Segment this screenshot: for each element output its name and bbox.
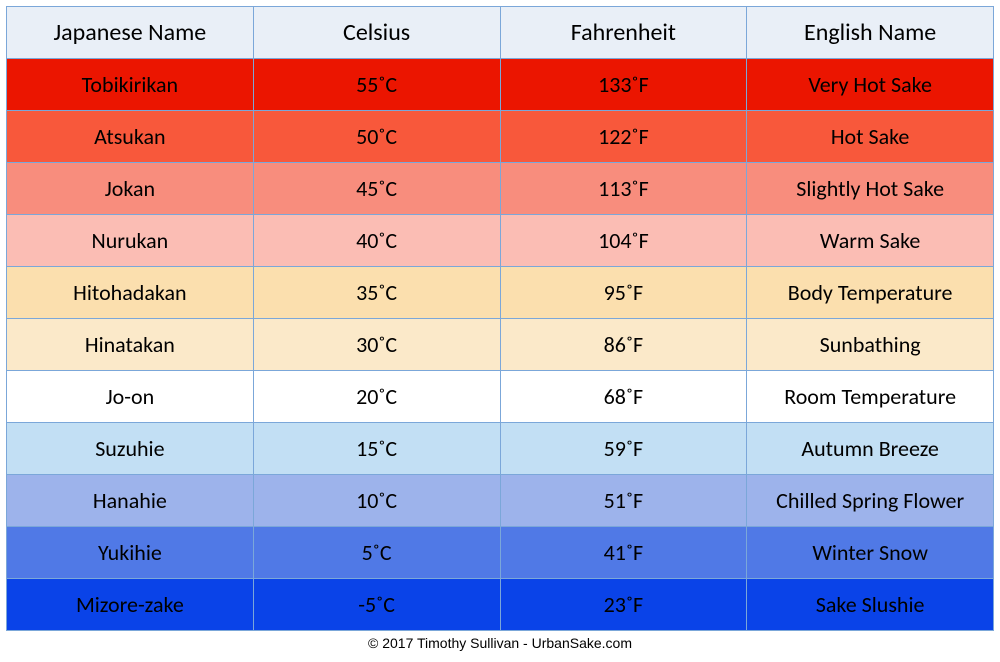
table-row: Hanahie10˚C51˚FChilled Spring Flower	[7, 475, 994, 527]
table-row: Hitohadakan35˚C95˚FBody Temperature	[7, 267, 994, 319]
cell-fahrenheit: 133˚F	[500, 59, 747, 111]
table-row: Jo-on20˚C68˚FRoom Temperature	[7, 371, 994, 423]
cell-english: Sake Slushie	[747, 579, 994, 631]
cell-celsius: 45˚C	[253, 163, 500, 215]
cell-fahrenheit: 51˚F	[500, 475, 747, 527]
cell-japanese: Hitohadakan	[7, 267, 254, 319]
cell-celsius: -5˚C	[253, 579, 500, 631]
cell-celsius: 10˚C	[253, 475, 500, 527]
cell-english: Very Hot Sake	[747, 59, 994, 111]
cell-celsius: 5˚C	[253, 527, 500, 579]
cell-celsius: 55˚C	[253, 59, 500, 111]
cell-fahrenheit: 104˚F	[500, 215, 747, 267]
cell-english: Slightly Hot Sake	[747, 163, 994, 215]
cell-fahrenheit: 86˚F	[500, 319, 747, 371]
cell-japanese: Hanahie	[7, 475, 254, 527]
cell-japanese: Hinatakan	[7, 319, 254, 371]
temperature-table: Japanese Name Celsius Fahrenheit English…	[6, 6, 994, 631]
cell-celsius: 50˚C	[253, 111, 500, 163]
cell-japanese: Tobikirikan	[7, 59, 254, 111]
cell-japanese: Atsukan	[7, 111, 254, 163]
cell-fahrenheit: 113˚F	[500, 163, 747, 215]
table-row: Suzuhie15˚C59˚FAutumn Breeze	[7, 423, 994, 475]
cell-japanese: Mizore-zake	[7, 579, 254, 631]
cell-japanese: Suzuhie	[7, 423, 254, 475]
table-row: Atsukan50˚C122˚FHot Sake	[7, 111, 994, 163]
table-row: Mizore-zake-5˚C23˚FSake Slushie	[7, 579, 994, 631]
col-fahrenheit: Fahrenheit	[500, 7, 747, 59]
cell-fahrenheit: 95˚F	[500, 267, 747, 319]
cell-celsius: 15˚C	[253, 423, 500, 475]
cell-celsius: 35˚C	[253, 267, 500, 319]
table-row: Tobikirikan55˚C133˚FVery Hot Sake	[7, 59, 994, 111]
cell-english: Room Temperature	[747, 371, 994, 423]
cell-english: Winter Snow	[747, 527, 994, 579]
table-row: Yukihie5˚C41˚FWinter Snow	[7, 527, 994, 579]
cell-fahrenheit: 59˚F	[500, 423, 747, 475]
table-row: Hinatakan30˚C86˚FSunbathing	[7, 319, 994, 371]
cell-japanese: Nurukan	[7, 215, 254, 267]
cell-japanese: Jokan	[7, 163, 254, 215]
cell-fahrenheit: 68˚F	[500, 371, 747, 423]
cell-english: Body Temperature	[747, 267, 994, 319]
col-english-name: English Name	[747, 7, 994, 59]
col-japanese-name: Japanese Name	[7, 7, 254, 59]
cell-celsius: 30˚C	[253, 319, 500, 371]
cell-english: Chilled Spring Flower	[747, 475, 994, 527]
table-row: Jokan45˚C113˚FSlightly Hot Sake	[7, 163, 994, 215]
attribution: © 2017 Timothy Sullivan - UrbanSake.com	[368, 635, 632, 651]
cell-fahrenheit: 41˚F	[500, 527, 747, 579]
cell-english: Warm Sake	[747, 215, 994, 267]
cell-celsius: 20˚C	[253, 371, 500, 423]
col-celsius: Celsius	[253, 7, 500, 59]
table-row: Nurukan40˚C104˚FWarm Sake	[7, 215, 994, 267]
cell-japanese: Jo-on	[7, 371, 254, 423]
cell-fahrenheit: 23˚F	[500, 579, 747, 631]
cell-english: Hot Sake	[747, 111, 994, 163]
sake-temperature-table: Japanese Name Celsius Fahrenheit English…	[6, 6, 994, 631]
cell-celsius: 40˚C	[253, 215, 500, 267]
cell-english: Sunbathing	[747, 319, 994, 371]
table-header-row: Japanese Name Celsius Fahrenheit English…	[7, 7, 994, 59]
cell-fahrenheit: 122˚F	[500, 111, 747, 163]
cell-japanese: Yukihie	[7, 527, 254, 579]
cell-english: Autumn Breeze	[747, 423, 994, 475]
